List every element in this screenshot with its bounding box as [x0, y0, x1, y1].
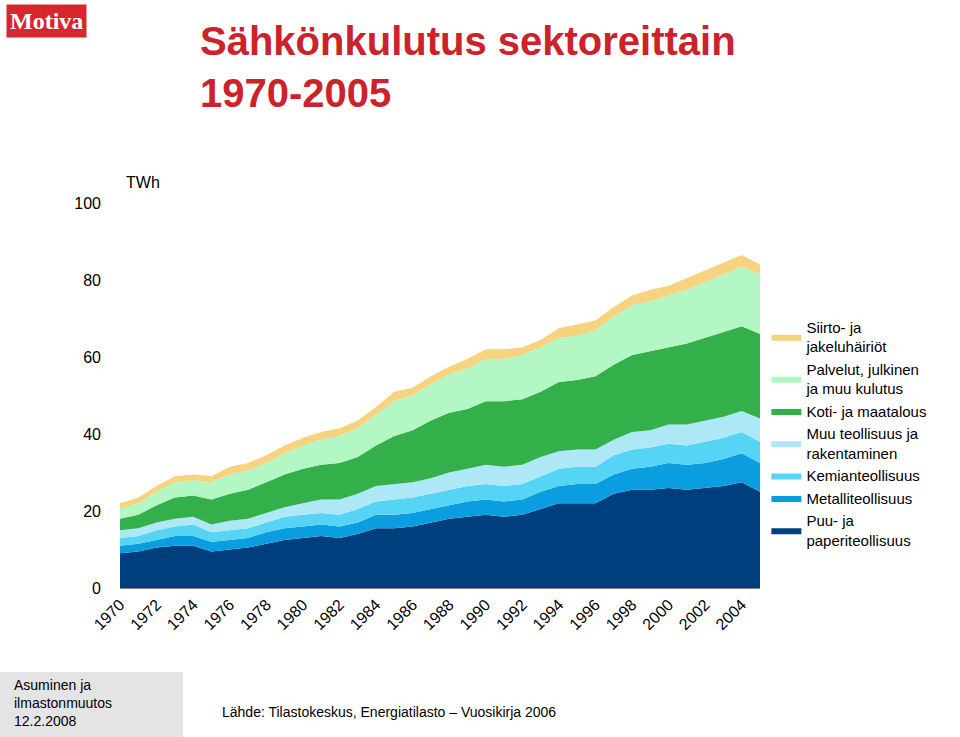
svg-text:1978: 1978 — [237, 596, 274, 633]
svg-text:80: 80 — [83, 272, 101, 289]
svg-text:2002: 2002 — [676, 596, 713, 633]
svg-text:Kemianteollisuus: Kemianteollisuus — [806, 467, 919, 484]
svg-text:1990: 1990 — [456, 596, 493, 633]
svg-text:1988: 1988 — [420, 596, 457, 633]
svg-text:TWh: TWh — [126, 174, 160, 191]
svg-text:Puu- japaperiteollisuus: Puu- japaperiteollisuus — [806, 512, 910, 549]
svg-text:1984: 1984 — [347, 596, 384, 633]
svg-text:Sähkönkulutus sektoreittain197: Sähkönkulutus sektoreittain1970-2005 — [200, 19, 736, 115]
svg-text:Palvelut, julkinenja muu kulut: Palvelut, julkinenja muu kulutus — [805, 361, 919, 398]
svg-text:1994: 1994 — [529, 596, 566, 633]
svg-text:Muu teollisuus jarakentaminen: Muu teollisuus jarakentaminen — [806, 425, 918, 462]
svg-text:Motiva: Motiva — [10, 8, 83, 34]
svg-text:1996: 1996 — [566, 596, 603, 633]
svg-text:2000: 2000 — [639, 596, 676, 633]
svg-text:1970: 1970 — [91, 596, 128, 633]
svg-text:100: 100 — [74, 195, 101, 212]
svg-text:1992: 1992 — [493, 596, 530, 633]
svg-text:Koti- ja maatalous: Koti- ja maatalous — [806, 403, 926, 420]
svg-text:0: 0 — [92, 580, 101, 597]
svg-text:2004: 2004 — [712, 596, 749, 633]
svg-text:Siirto- jajakeluhäiriöt: Siirto- jajakeluhäiriöt — [805, 319, 887, 356]
svg-text:20: 20 — [83, 503, 101, 520]
svg-text:40: 40 — [83, 426, 101, 443]
svg-text:60: 60 — [83, 349, 101, 366]
svg-text:1972: 1972 — [127, 596, 164, 633]
svg-text:1998: 1998 — [603, 596, 640, 633]
svg-text:1982: 1982 — [310, 596, 347, 633]
svg-text:1976: 1976 — [200, 596, 237, 633]
svg-text:1986: 1986 — [383, 596, 420, 633]
svg-text:1974: 1974 — [164, 596, 201, 633]
svg-text:Lähde: Tilastokeskus, Energiat: Lähde: Tilastokeskus, Energiatilasto – V… — [222, 704, 556, 720]
svg-text:Metalliteollisuus: Metalliteollisuus — [806, 490, 912, 507]
svg-text:1980: 1980 — [273, 596, 310, 633]
svg-text:Asuminen jailmastonmuutos12.2.: Asuminen jailmastonmuutos12.2.2008 — [14, 677, 112, 729]
